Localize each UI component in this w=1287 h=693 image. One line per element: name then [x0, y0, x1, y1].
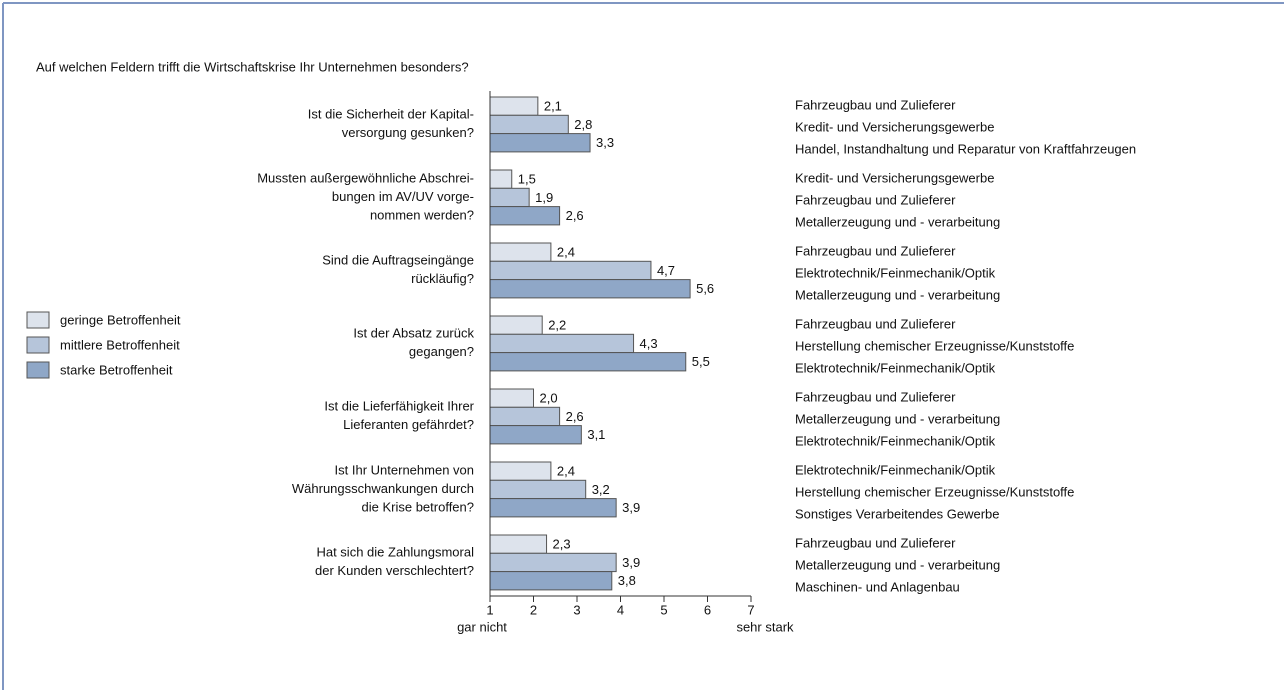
- legend-swatch: [26, 311, 50, 329]
- value-label: 3,1: [587, 427, 605, 442]
- value-label: 4,3: [640, 336, 658, 351]
- category-label: nommen werden?: [370, 207, 474, 222]
- x-tick-label: 5: [660, 602, 667, 617]
- industry-label: Kredit- und Versicherungsgewerbe: [795, 119, 994, 134]
- bar: [489, 461, 552, 481]
- bar: [489, 315, 543, 335]
- category-label: Ist die Lieferfähigkeit Ihrer: [324, 399, 474, 414]
- bar: [489, 260, 652, 281]
- bar: [489, 169, 513, 189]
- industry-label: Elektrotechnik/Feinmechanik/Optik: [795, 360, 996, 375]
- industry-label: Metallerzeugung und - verarbeitung: [795, 411, 1000, 426]
- value-label: 3,2: [592, 482, 610, 497]
- bar: [489, 388, 534, 408]
- category-label: Sind die Auftragseingänge: [322, 253, 474, 268]
- industry-label: Elektrotechnik/Feinmechanik/Optik: [795, 462, 996, 477]
- category-label: der Kunden verschlechtert?: [315, 563, 474, 578]
- category-label: Ist die Sicherheit der Kapital-: [308, 107, 474, 122]
- value-label: 3,3: [596, 135, 614, 150]
- category-label: Währungsschwankungen durch: [292, 481, 474, 496]
- legend-label: starke Betroffenheit: [60, 362, 173, 377]
- category-label: Ist der Absatz zurück: [353, 326, 474, 341]
- value-label: 2,0: [540, 391, 558, 406]
- bar: [489, 206, 561, 226]
- bar: [489, 279, 691, 299]
- bar: [489, 96, 539, 116]
- category-label: die Krise betroffen?: [362, 499, 475, 514]
- industry-label: Metallerzeugung und - verarbeitung: [795, 287, 1000, 302]
- bar: [489, 242, 552, 262]
- bar: [489, 133, 591, 153]
- x-axis-label-high: sehr stark: [736, 619, 794, 634]
- chart-title: Auf welchen Feldern trifft die Wirtschaf…: [36, 59, 469, 74]
- industry-label: Kredit- und Versicherungsgewerbe: [795, 170, 994, 185]
- industry-label: Handel, Instandhaltung und Reparatur von…: [795, 141, 1136, 156]
- category-label: rückläufig?: [411, 271, 474, 286]
- value-label: 2,2: [548, 318, 566, 333]
- value-label: 2,4: [557, 245, 575, 260]
- industry-label: Herstellung chemischer Erzeugnisse/Kunst…: [795, 484, 1074, 499]
- industry-label: Maschinen- und Anlagenbau: [795, 579, 960, 594]
- value-label: 5,6: [696, 281, 714, 296]
- legend-label: geringe Betroffenheit: [60, 312, 181, 327]
- industry-label: Fahrzeugbau und Zulieferer: [795, 389, 956, 404]
- category-label: gegangen?: [409, 344, 474, 359]
- category-label: Hat sich die Zahlungsmoral: [316, 545, 474, 560]
- industry-label: Fahrzeugbau und Zulieferer: [795, 97, 956, 112]
- bar: [489, 187, 530, 208]
- industry-label: Sonstiges Verarbeitendes Gewerbe: [795, 506, 1000, 521]
- industry-label: Fahrzeugbau und Zulieferer: [795, 243, 956, 258]
- bar: [489, 333, 635, 354]
- bar: [489, 352, 687, 372]
- value-label: 3,9: [622, 500, 640, 515]
- value-label: 2,3: [553, 537, 571, 552]
- industry-label: Metallerzeugung und - verarbeitung: [795, 557, 1000, 572]
- value-label: 2,1: [544, 99, 562, 114]
- value-label: 1,9: [535, 190, 553, 205]
- category-label: Mussten außergewöhnliche Abschrei-: [257, 170, 474, 185]
- industry-label: Herstellung chemischer Erzeugnisse/Kunst…: [795, 338, 1074, 353]
- bar: [489, 479, 587, 500]
- industry-label: Metallerzeugung und - verarbeitung: [795, 214, 1000, 229]
- industry-label: Elektrotechnik/Feinmechanik/Optik: [795, 265, 996, 280]
- industry-label: Elektrotechnik/Feinmechanik/Optik: [795, 433, 996, 448]
- x-tick-label: 1: [486, 602, 493, 617]
- x-tick-label: 6: [704, 602, 711, 617]
- value-label: 3,8: [618, 573, 636, 588]
- bar: [489, 552, 617, 573]
- x-tick-label: 7: [747, 602, 754, 617]
- value-label: 2,4: [557, 464, 575, 479]
- value-label: 1,5: [518, 172, 536, 187]
- industry-label: Fahrzeugbau und Zulieferer: [795, 316, 956, 331]
- x-tick-label: 4: [617, 602, 624, 617]
- bar: [489, 498, 617, 518]
- bar: [489, 534, 548, 554]
- bar: [489, 114, 569, 135]
- category-label: Ist Ihr Unternehmen von: [335, 462, 474, 477]
- bar: [489, 406, 561, 427]
- value-label: 5,5: [692, 354, 710, 369]
- bar: [489, 571, 613, 591]
- x-axis-label-low: gar nicht: [457, 619, 507, 634]
- category-label: Lieferanten gefährdet?: [343, 417, 474, 432]
- x-tick-label: 3: [573, 602, 580, 617]
- value-label: 2,6: [566, 208, 584, 223]
- legend-label: mittlere Betroffenheit: [60, 337, 180, 352]
- legend-swatch: [26, 361, 50, 379]
- value-label: 4,7: [657, 263, 675, 278]
- value-label: 2,8: [574, 117, 592, 132]
- category-label: versorgung gesunken?: [342, 125, 474, 140]
- bar: [489, 425, 582, 445]
- value-label: 3,9: [622, 555, 640, 570]
- industry-label: Fahrzeugbau und Zulieferer: [795, 192, 956, 207]
- legend-swatch: [26, 336, 50, 354]
- x-tick-label: 2: [530, 602, 537, 617]
- industry-label: Fahrzeugbau und Zulieferer: [795, 535, 956, 550]
- value-label: 2,6: [566, 409, 584, 424]
- category-label: bungen im AV/UV vorge-: [332, 189, 474, 204]
